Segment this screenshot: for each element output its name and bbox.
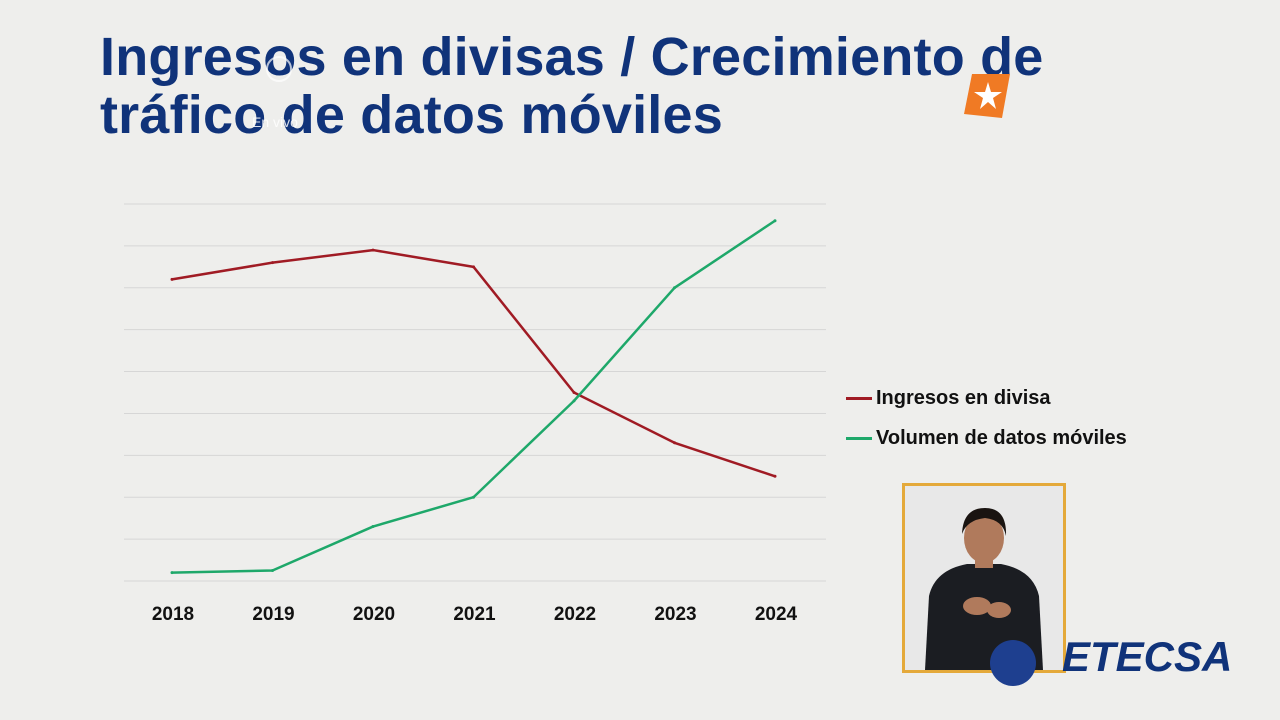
x-tick-label: 2018 — [152, 604, 194, 625]
legend-item-datos: Volumen de datos móviles — [846, 418, 1127, 458]
data-point-1-3 — [472, 495, 475, 499]
data-point-1-0 — [170, 571, 174, 575]
legend-swatch-ingresos — [846, 396, 872, 400]
legend-label-datos: Volumen de datos móviles — [876, 426, 1127, 449]
data-point-0-2 — [371, 248, 375, 252]
sign-language-interpreter-video — [902, 483, 1066, 673]
data-point-1-5 — [673, 286, 676, 290]
data-point-0-1 — [271, 261, 274, 265]
chart-grid — [124, 203, 826, 582]
series-line-1 — [171, 219, 776, 574]
data-point-0-0 — [170, 277, 174, 281]
data-point-1-2 — [371, 525, 375, 529]
data-point-0-6 — [773, 474, 777, 478]
data-point-0-4 — [572, 391, 576, 394]
data-point-1-4 — [572, 399, 576, 403]
x-tick-label: 2019 — [252, 604, 294, 625]
x-tick-label: 2020 — [353, 604, 395, 625]
live-label: En vivo — [252, 114, 298, 130]
live-icon — [266, 56, 292, 82]
interpreter-figure — [905, 486, 1063, 670]
brand-name: ETECSA — [1062, 633, 1233, 680]
x-tick-label: 2023 — [654, 604, 696, 625]
x-tick-label: 2024 — [755, 604, 798, 625]
series-line-0 — [171, 248, 776, 478]
data-point-1-6 — [773, 219, 777, 223]
etecsa-logo-icon — [990, 640, 1036, 686]
x-tick-label: 2021 — [453, 604, 496, 625]
data-point-1-1 — [271, 569, 274, 573]
legend-item-ingresos: Ingresos en divisa — [846, 378, 1127, 418]
data-point-0-5 — [673, 441, 676, 445]
legend-swatch-datos — [846, 436, 872, 440]
x-axis-ticks: 2018 2019 2020 2021 2022 2023 2024 — [152, 604, 798, 625]
data-point-0-3 — [472, 265, 475, 269]
chart-series — [170, 219, 777, 575]
page-title: Ingresos en divisas / Crecimiento de trá… — [100, 27, 1044, 145]
chart-legend: Ingresos en divisa Volumen de datos móvi… — [846, 378, 1127, 458]
star-logo-icon — [964, 74, 1010, 118]
x-tick-label: 2022 — [554, 604, 596, 625]
legend-label-ingresos: Ingresos en divisa — [876, 386, 1051, 409]
